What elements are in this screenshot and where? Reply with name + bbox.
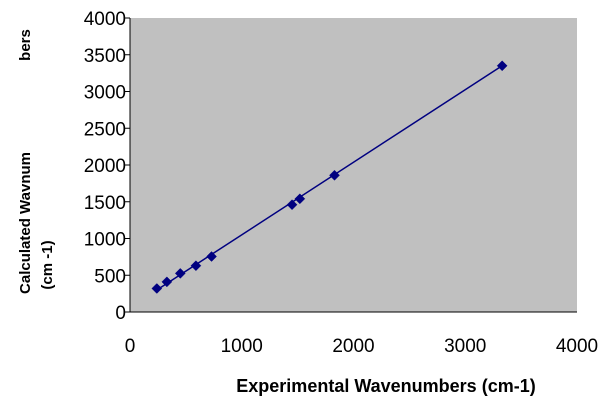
x-tick-label: 0 [125,336,136,357]
data-point [294,193,306,205]
data-point [286,199,298,211]
x-axis-title: Experimental Wavenumbers (cm-1) [236,376,535,396]
data-point [151,283,163,294]
y-tick-label: 4000 [84,9,126,30]
y-tick-label: 3500 [84,46,126,67]
x-tick-label: 1000 [221,336,263,357]
series-layer [151,60,508,294]
data-point [174,268,186,279]
y-axis-title-line-1: Calculated Wavnum [17,152,34,294]
y-axis-title-line-2: bers [17,29,34,61]
y-tick-label: 3000 [84,83,126,104]
y-axis-title-line-3: (cm -1) [39,240,56,289]
data-point [190,260,202,272]
data-point [161,276,173,288]
y-ticks: 0 500 1000 1500 2000 2500 3000 3500 4000 [84,9,130,324]
data-point [329,169,340,181]
y-tick-label: 1000 [84,230,126,251]
y-tick-label: 2500 [84,119,126,140]
x-tick-label: 3000 [444,336,486,357]
trendline [156,65,503,291]
y-tick-label: 1500 [84,193,126,214]
data-point [496,60,508,72]
x-ticks: 0 1000 2000 3000 4000 [125,336,598,357]
data-point [206,251,217,262]
y-tick-label: 2000 [84,156,126,177]
y-tick-label: 0 [115,303,126,324]
y-tick-label: 500 [94,266,126,287]
x-tick-label: 4000 [556,336,598,357]
x-tick-label: 2000 [332,336,374,357]
